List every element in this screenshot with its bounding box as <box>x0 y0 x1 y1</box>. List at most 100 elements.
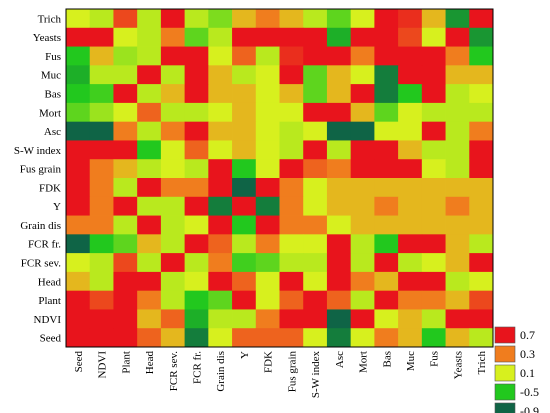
heatmap-cell <box>137 290 162 310</box>
legend-swatch <box>494 326 516 344</box>
heatmap-cell <box>232 9 257 29</box>
heatmap-cell <box>184 121 209 141</box>
heatmap-cell <box>303 234 328 254</box>
heatmap-cell <box>208 178 233 198</box>
legend-label: -0.9 <box>520 404 539 413</box>
heatmap-cell <box>326 309 352 329</box>
heatmap-cell <box>66 215 91 235</box>
heatmap-cell <box>89 215 114 235</box>
heatmap-cell <box>445 215 470 235</box>
heatmap-cell <box>398 178 423 198</box>
heatmap-cell <box>421 290 446 310</box>
heatmap-cell <box>89 102 114 123</box>
heatmap-cell <box>66 65 91 85</box>
heatmap-cell <box>255 65 280 85</box>
heatmap-cell <box>445 65 470 85</box>
heatmap-cell <box>89 159 114 179</box>
heatmap-cell <box>326 121 352 141</box>
heatmap-cell <box>232 102 257 123</box>
heatmap-cell <box>279 46 304 66</box>
heatmap-cell <box>66 253 91 273</box>
heatmap-cell <box>255 253 280 273</box>
heatmap-cell <box>137 140 162 160</box>
heatmap-cell <box>421 46 446 66</box>
heatmap-cell <box>398 140 423 160</box>
heatmap-cell <box>208 196 233 216</box>
heatmap-cell <box>208 65 233 85</box>
heatmap-cell <box>66 121 91 141</box>
heatmap-cell <box>208 27 233 47</box>
heatmap-cell <box>137 46 162 66</box>
heatmap-cell <box>326 46 352 66</box>
heatmap-cell <box>350 271 375 292</box>
heatmap-cell <box>374 102 399 123</box>
heatmap-cell <box>469 159 494 179</box>
column-label: Grain dis <box>215 351 227 392</box>
heatmap-cell <box>113 253 138 273</box>
heatmap-cell <box>398 84 423 104</box>
heatmap-cell <box>374 196 399 216</box>
column-label: Y <box>239 351 251 359</box>
heatmap-cell <box>184 328 209 348</box>
heatmap-cell <box>469 9 494 29</box>
column-label: Muc <box>405 351 417 371</box>
row-label: Y <box>53 201 61 213</box>
heatmap-cell <box>89 121 114 141</box>
heatmap-cell <box>232 84 257 104</box>
heatmap-cell <box>89 234 114 254</box>
heatmap-cell <box>421 102 446 123</box>
heatmap-cell <box>160 65 186 85</box>
heatmap-cell <box>350 234 375 254</box>
heatmap-cell <box>398 27 423 47</box>
column-label: FCR sev. <box>168 351 180 391</box>
heatmap-cell <box>279 234 304 254</box>
heatmap-cell <box>374 328 399 348</box>
heatmap-cell <box>326 159 352 179</box>
heatmap-cell <box>89 178 114 198</box>
heatmap-cell <box>374 159 399 179</box>
heatmap-cell <box>160 309 186 329</box>
heatmap-cell <box>421 178 446 198</box>
heatmap-cell <box>374 271 399 292</box>
heatmap-cell <box>113 159 138 179</box>
heatmap-cell <box>326 253 352 273</box>
heatmap-cell <box>66 328 91 348</box>
heatmap-cell <box>374 9 399 29</box>
heatmap-cell <box>89 271 114 292</box>
heatmap-cell <box>469 102 494 123</box>
heatmap-cell <box>113 215 138 235</box>
heatmap-cell <box>232 65 257 85</box>
heatmap-cell <box>232 121 257 141</box>
heatmap-cell <box>350 196 375 216</box>
heatmap-cell <box>469 196 494 216</box>
heatmap-cell <box>255 328 280 348</box>
row-label: Seed <box>40 333 62 345</box>
heatmap-cell <box>89 196 114 216</box>
heatmap-cell <box>421 159 446 179</box>
heatmap-cell <box>445 9 470 29</box>
heatmap-cell <box>255 84 280 104</box>
heatmap-cell <box>445 178 470 198</box>
heatmap-cell <box>184 140 209 160</box>
heatmap-cell <box>326 102 352 123</box>
column-label: Asc <box>334 351 346 368</box>
heatmap-cell <box>279 27 304 47</box>
heatmap-cell <box>469 178 494 198</box>
column-label: Yeasts <box>452 351 464 379</box>
row-labels: Trich Yeasts Fus Muc Bas Mort Asc S-W index Fus … <box>14 13 62 344</box>
heatmap-cell <box>160 46 186 66</box>
heatmap-cell <box>113 178 138 198</box>
heatmap-cell <box>279 121 304 141</box>
heatmap-cell <box>326 140 352 160</box>
heatmap-cell <box>160 196 186 216</box>
heatmap-cell <box>66 27 91 47</box>
heatmap-cell <box>445 121 470 141</box>
heatmap-cell <box>255 121 280 141</box>
heatmap-cell <box>89 9 114 29</box>
heatmap-cell <box>66 196 91 216</box>
row-label: Head <box>38 276 62 288</box>
heatmap-cell <box>421 9 446 29</box>
heatmap-cell <box>137 178 162 198</box>
heatmap-cell <box>421 215 446 235</box>
heatmap-cell <box>137 65 162 85</box>
